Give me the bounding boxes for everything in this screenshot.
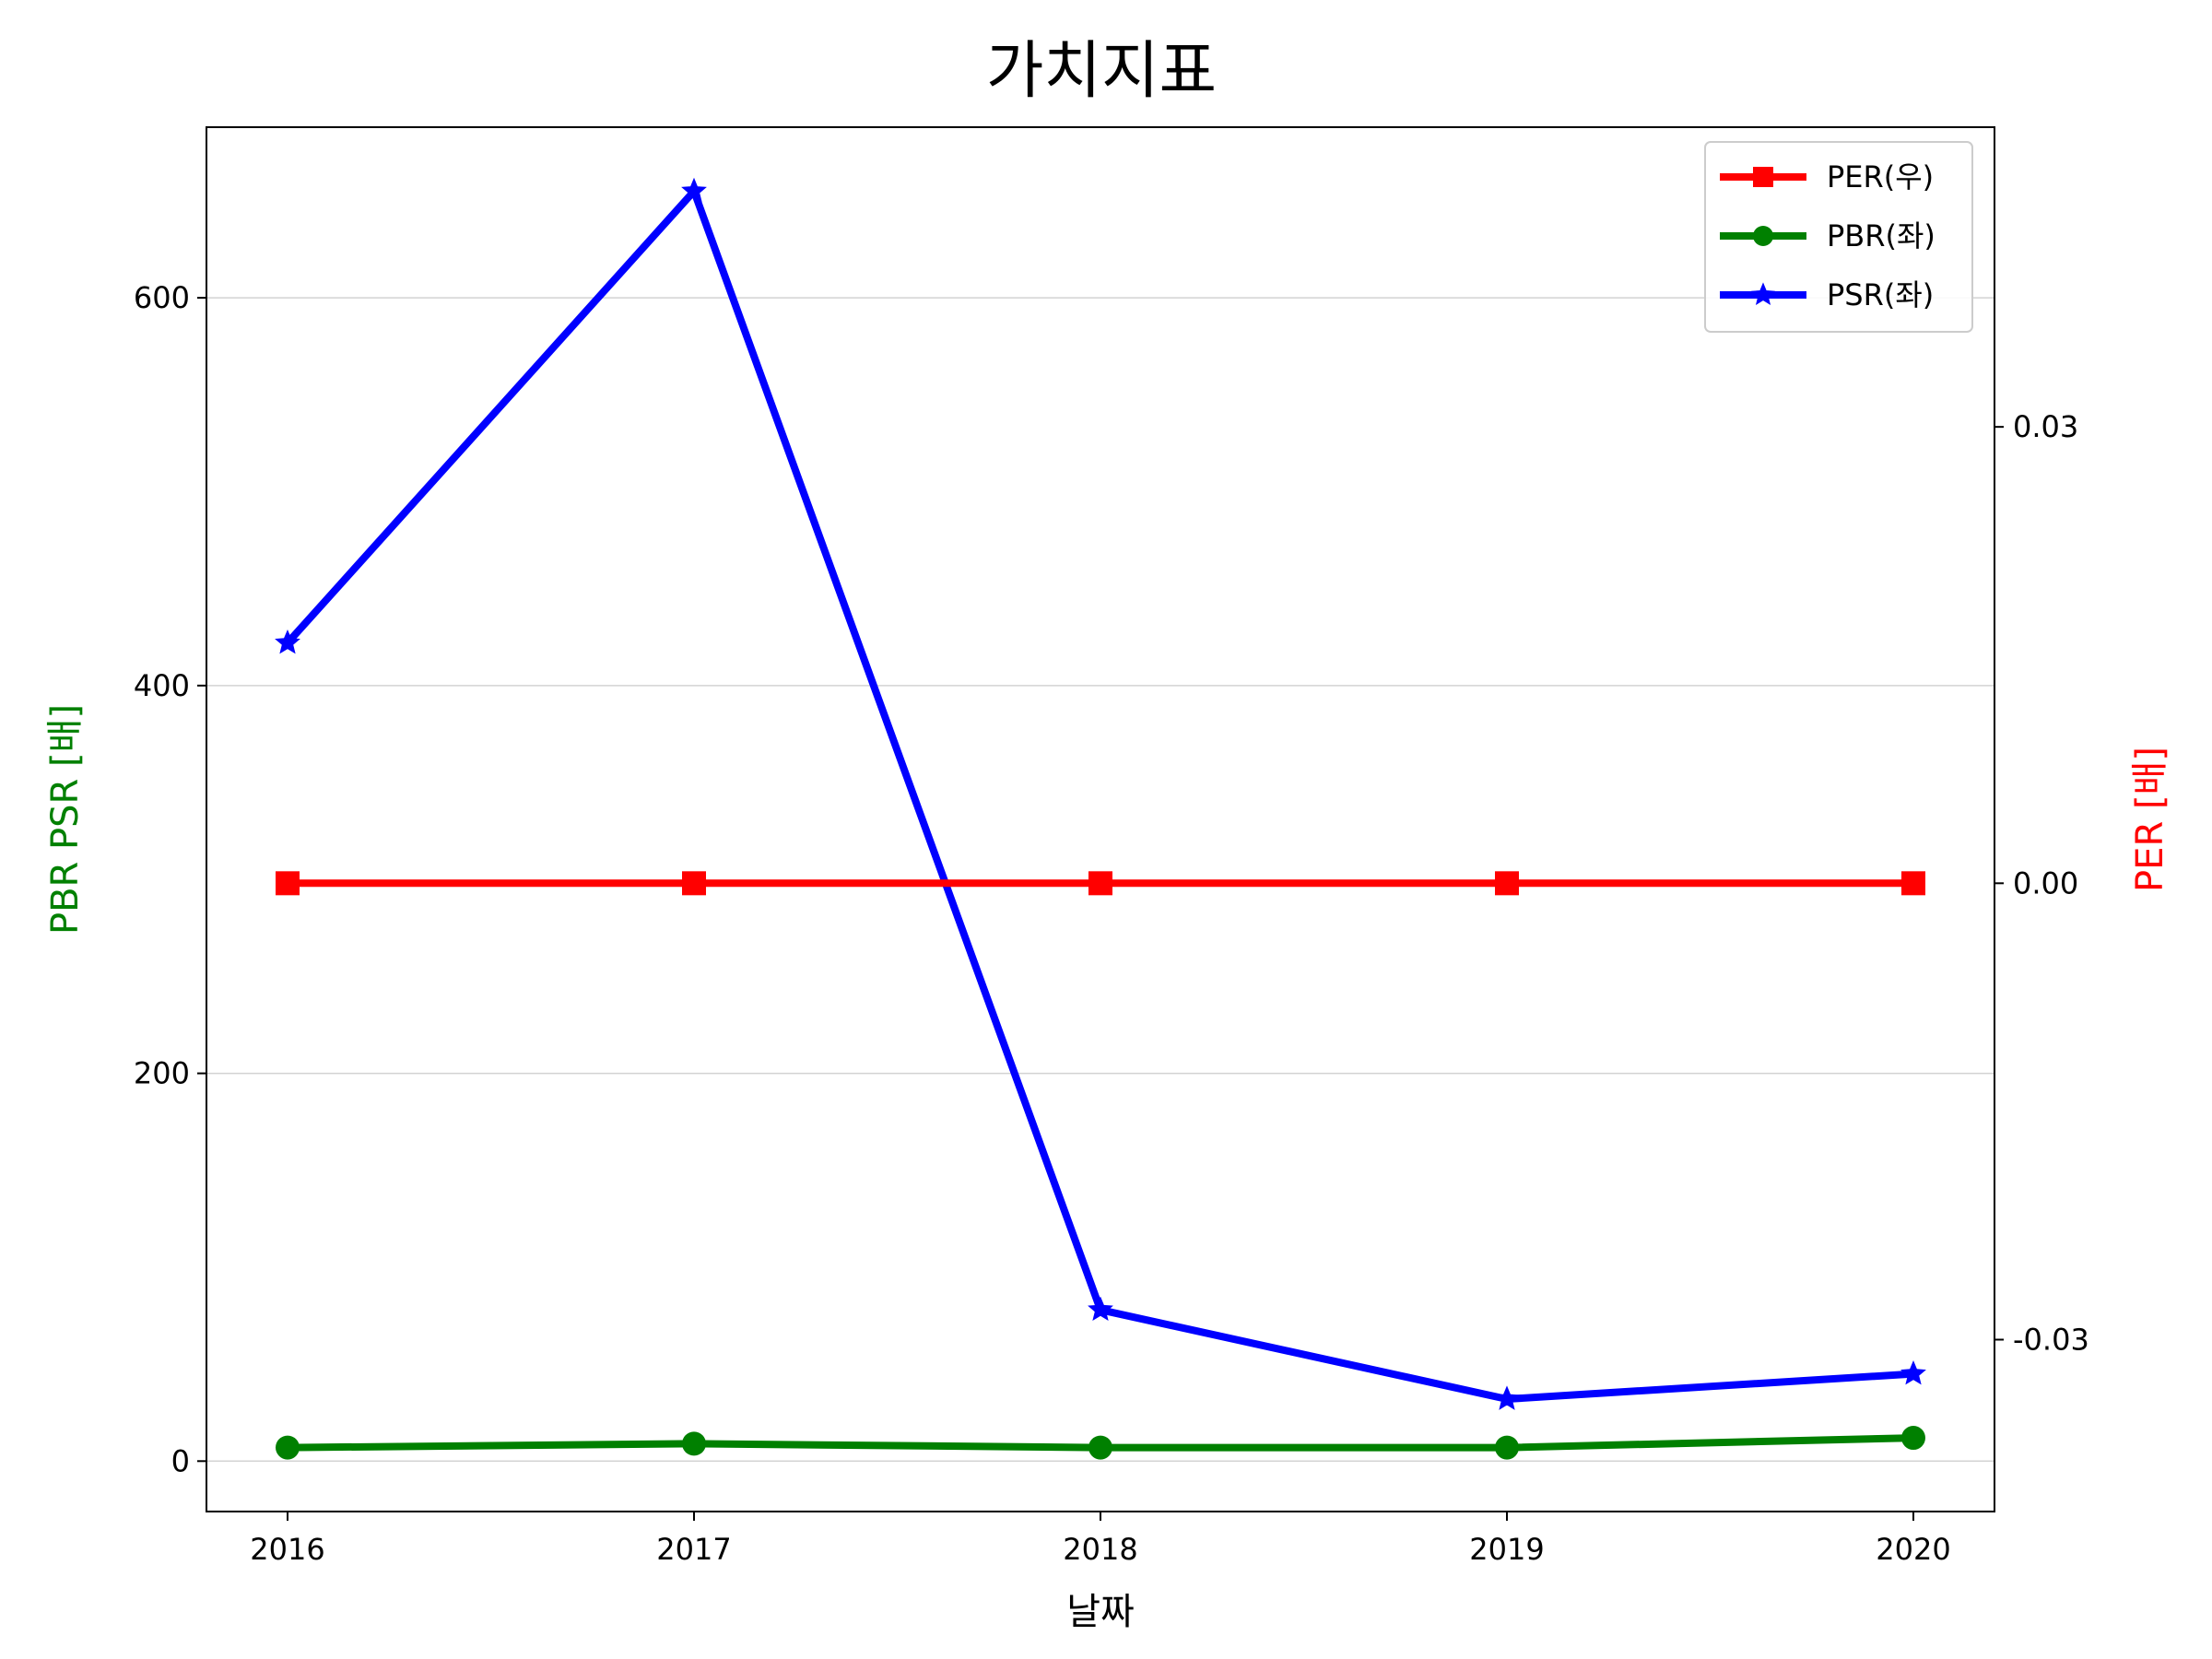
x-axis: 2016 2017 2018 2019 2020 xyxy=(250,1512,1951,1567)
legend-frame xyxy=(1704,141,1973,333)
data-point-per xyxy=(682,871,706,896)
y-axis-left-label: PBR PSR [배] xyxy=(44,704,87,935)
data-point-per xyxy=(1901,871,1925,896)
data-point-pbr xyxy=(1901,1426,1925,1451)
series-per xyxy=(276,871,1925,896)
legend-marker-pbr xyxy=(1753,226,1773,246)
legend-item-psr: PSR(좌) xyxy=(1720,277,1934,312)
x-tick-label: 2018 xyxy=(1063,1532,1137,1567)
data-point-psr xyxy=(1900,1359,1926,1385)
data-point-psr xyxy=(681,177,707,203)
x-tick-label: 2019 xyxy=(1469,1532,1544,1567)
series-pbr xyxy=(276,1426,1925,1460)
data-point-pbr xyxy=(1495,1435,1519,1460)
x-tick-label: 2016 xyxy=(250,1532,324,1567)
data-point-per xyxy=(1495,871,1519,896)
y-axis-right: -0.03 0.00 0.03 xyxy=(1994,409,2089,1357)
chart-title: 가치지표 xyxy=(986,35,1217,108)
x-tick-label: 2020 xyxy=(1876,1532,1950,1567)
data-point-per xyxy=(276,871,300,896)
legend-label-psr: PSR(좌) xyxy=(1827,277,1934,312)
legend-label-per: PER(우) xyxy=(1827,159,1934,194)
data-point-pbr xyxy=(1088,1435,1112,1460)
x-tick-label: 2017 xyxy=(656,1532,731,1567)
y-axis-right-label: PER [배] xyxy=(2129,747,2171,892)
y-left-tick-label: 200 xyxy=(134,1056,190,1091)
y-right-tick-label: 0.00 xyxy=(2013,865,2078,900)
data-point-psr xyxy=(1088,1296,1113,1322)
y-left-tick-label: 0 xyxy=(171,1443,190,1478)
data-point-per xyxy=(1088,871,1112,896)
data-point-psr xyxy=(275,629,300,654)
x-axis-label: 날짜 xyxy=(1066,1591,1135,1633)
y-right-tick-label: -0.03 xyxy=(2013,1322,2089,1357)
y-left-tick-label: 600 xyxy=(134,280,190,315)
legend-item-pbr: PBR(좌) xyxy=(1720,218,1936,253)
data-point-pbr xyxy=(682,1431,706,1456)
series-layer xyxy=(275,177,1926,1460)
legend-label-pbr: PBR(좌) xyxy=(1827,218,1936,253)
legend: PER(우) PBR(좌) PSR(좌) xyxy=(1704,141,1973,333)
y-left-tick-label: 400 xyxy=(134,668,190,703)
series-psr xyxy=(275,177,1926,1410)
y-axis-left: 0 200 400 600 xyxy=(134,280,206,1478)
y-right-tick-label: 0.03 xyxy=(2013,409,2078,444)
data-point-pbr xyxy=(276,1435,300,1460)
legend-marker-psr xyxy=(1750,282,1776,306)
legend-marker-per xyxy=(1753,167,1773,187)
legend-item-per: PER(우) xyxy=(1720,159,1934,194)
data-point-psr xyxy=(1494,1385,1520,1410)
gridlines xyxy=(206,297,1994,1463)
